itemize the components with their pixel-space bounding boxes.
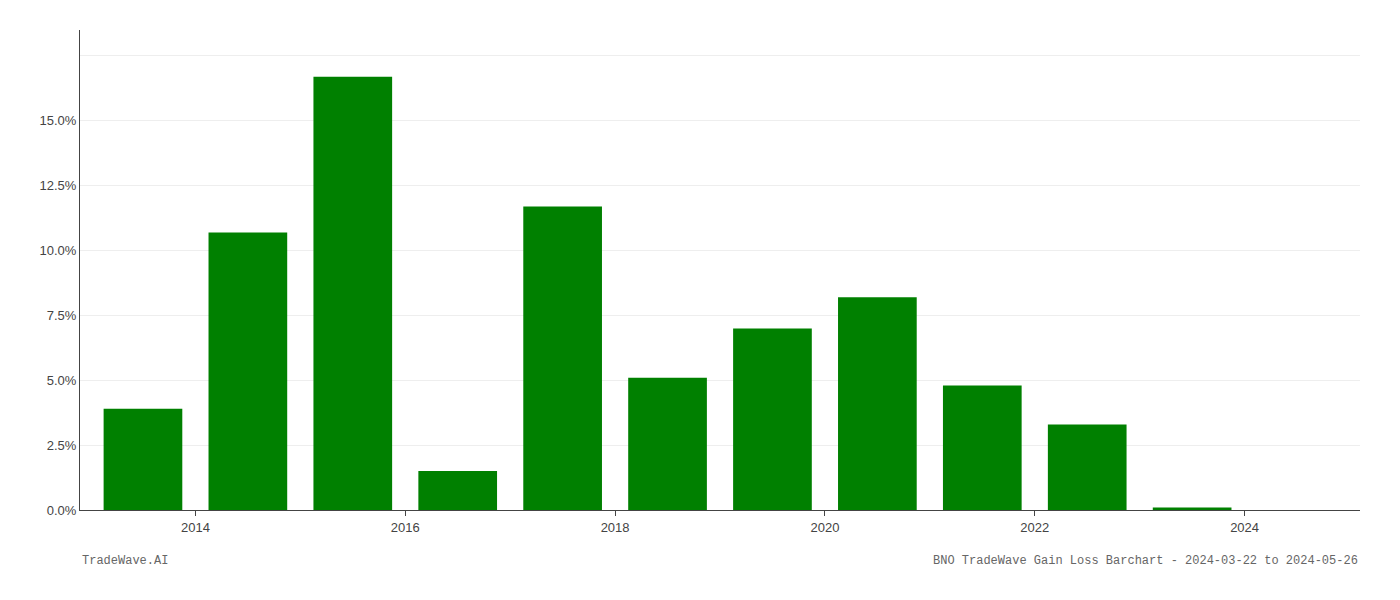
- svg-text:2014: 2014: [181, 520, 210, 535]
- svg-text:BNO TradeWave Gain Loss Barcha: BNO TradeWave Gain Loss Barchart - 2024-…: [933, 554, 1358, 568]
- svg-text:TradeWave.AI: TradeWave.AI: [82, 554, 168, 568]
- svg-text:15.0%: 15.0%: [40, 113, 77, 128]
- svg-text:2022: 2022: [1020, 520, 1049, 535]
- svg-text:12.5%: 12.5%: [40, 178, 77, 193]
- svg-text:0.0%: 0.0%: [47, 503, 77, 518]
- svg-text:2016: 2016: [391, 520, 420, 535]
- svg-text:10.0%: 10.0%: [40, 243, 77, 258]
- svg-text:2.5%: 2.5%: [47, 438, 77, 453]
- svg-text:2020: 2020: [810, 520, 839, 535]
- svg-text:7.5%: 7.5%: [47, 308, 77, 323]
- svg-text:2018: 2018: [601, 520, 630, 535]
- svg-text:2024: 2024: [1230, 520, 1259, 535]
- svg-text:5.0%: 5.0%: [47, 373, 77, 388]
